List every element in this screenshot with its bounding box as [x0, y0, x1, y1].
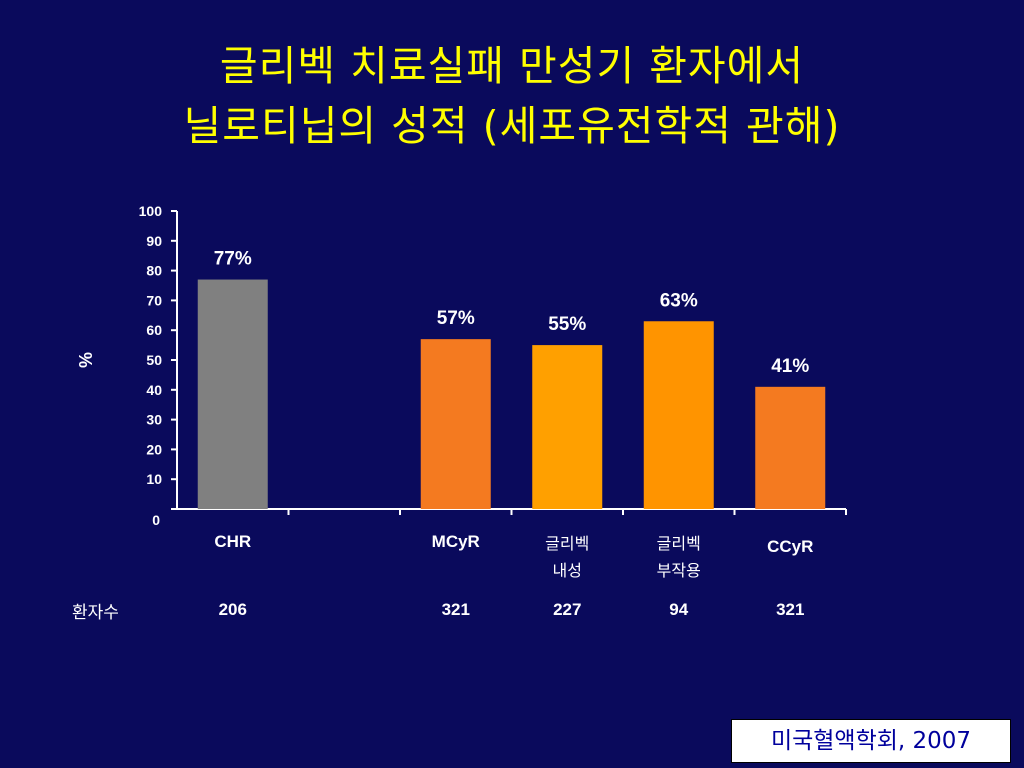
y-tick-label: 100 — [139, 203, 163, 219]
y-tick-label: 80 — [146, 263, 162, 279]
bar — [532, 345, 603, 509]
source-citation: 미국혈액학회, 2007 — [731, 719, 1011, 763]
y-tick-label: 0 — [152, 512, 160, 528]
y-axis-label: % — [76, 352, 96, 368]
x-category-label: CCyR — [767, 537, 813, 556]
y-tick-label: 50 — [146, 352, 162, 368]
y-tick-label: 90 — [146, 233, 162, 249]
bar — [420, 339, 491, 509]
data-label: 55% — [548, 314, 586, 335]
x-category-label: CHR — [214, 532, 251, 551]
patient-count-label: 환자수 — [72, 603, 119, 623]
x-category-label: MCyR — [432, 532, 480, 551]
data-label: 57% — [437, 308, 475, 329]
bar — [197, 279, 268, 509]
y-tick-label: 10 — [146, 471, 162, 487]
x-category-label: 내성 — [553, 561, 582, 580]
x-category-label: 글리벡 — [657, 534, 701, 553]
slide-title-line1: 글리벡 치료실패 만성기 환자에서 — [219, 42, 805, 90]
patient-count: 94 — [669, 600, 689, 619]
slide-title-line2: 닐로티닙의 성적 (세포유전학적 관해) — [183, 102, 841, 150]
patient-count: 321 — [441, 600, 470, 619]
patient-count: 227 — [553, 600, 582, 619]
y-tick-label: 30 — [146, 412, 162, 428]
y-tick-label: 60 — [146, 322, 162, 338]
data-label: 41% — [771, 356, 809, 377]
x-category-label: 부작용 — [657, 561, 701, 580]
patient-count: 321 — [776, 600, 805, 619]
bar — [755, 386, 826, 509]
patient-count: 206 — [218, 600, 247, 619]
y-tick-label: 20 — [146, 441, 162, 457]
bar — [643, 321, 714, 509]
data-label: 77% — [214, 249, 252, 270]
y-tick-label: 70 — [146, 292, 162, 308]
data-label: 63% — [660, 290, 698, 311]
y-tick-label: 40 — [146, 382, 162, 398]
x-category-label: 글리벡 — [545, 534, 589, 553]
